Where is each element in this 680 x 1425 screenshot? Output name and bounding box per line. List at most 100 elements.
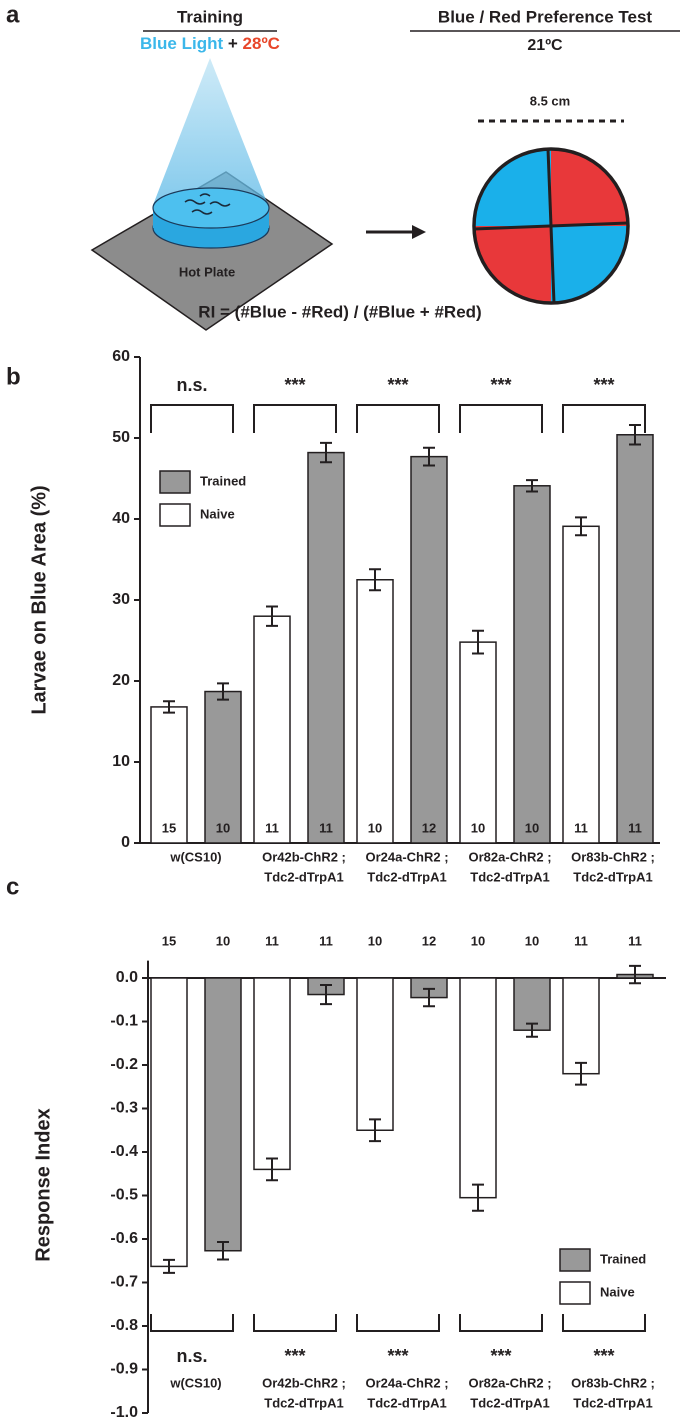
bar	[356, 977, 394, 1131]
y-tick-label: 0.0	[116, 969, 138, 986]
n-label: 10	[216, 820, 230, 835]
bar	[513, 485, 551, 844]
n-label: 11	[265, 820, 279, 835]
panel-letter: a	[6, 1, 20, 28]
n-label: 10	[525, 820, 539, 835]
bar	[253, 615, 291, 844]
panel-letter: c	[6, 873, 19, 900]
bar	[253, 977, 291, 1171]
y-tick-label: 40	[112, 510, 130, 527]
x-tick-label: Tdc2-dTrpA1	[367, 869, 446, 884]
plate-label: Hot Plate	[179, 264, 235, 279]
error-bar	[526, 1022, 538, 1038]
y-tick-label: -1.0	[110, 1404, 138, 1421]
significance-label: n.s.	[176, 1346, 207, 1366]
n-label: 10	[471, 820, 485, 835]
error-bar	[575, 516, 587, 537]
error-bar	[266, 605, 278, 627]
training-condition: Blue Light + 28ºC	[140, 34, 280, 53]
x-tick-label: Or82a-ChR2 ;	[468, 849, 551, 864]
y-tick-label: -0.1	[110, 1013, 138, 1030]
y-axis-title: Response Index	[32, 1108, 54, 1261]
n-label: 10	[216, 933, 230, 948]
temperature-label: 28ºC	[243, 34, 280, 53]
error-bar	[217, 1241, 229, 1261]
y-tick-label: -0.4	[110, 1143, 138, 1160]
plus: +	[228, 34, 238, 53]
error-bar	[629, 964, 641, 985]
significance-label: ***	[593, 1346, 614, 1366]
error-bar	[217, 682, 229, 701]
legend-label: Naive	[600, 1284, 635, 1299]
n-label: 10	[368, 933, 382, 948]
y-tick-label: 50	[112, 429, 130, 446]
legend-label: Trained	[600, 1251, 646, 1266]
y-tick-label: -0.6	[110, 1230, 138, 1247]
significance-label: ***	[387, 1346, 408, 1366]
bar	[562, 977, 600, 1075]
error-bar	[320, 441, 332, 464]
x-tick-label: Or24a-ChR2 ;	[365, 849, 448, 864]
n-label: 11	[574, 933, 588, 948]
bar	[459, 977, 497, 1199]
significance-label: ***	[490, 1346, 511, 1366]
test-temperature: 21ºC	[527, 37, 563, 54]
y-tick-label: -0.7	[110, 1274, 138, 1291]
x-tick-label: Tdc2-dTrpA1	[470, 1395, 549, 1410]
test-title: Blue / Red Preference Test	[438, 7, 652, 26]
significance-bracket	[562, 404, 646, 433]
diameter-label: 8.5 cm	[530, 93, 570, 108]
error-bar	[163, 1258, 175, 1274]
significance-label: ***	[284, 1346, 305, 1366]
quadrant-red	[551, 149, 628, 226]
error-bar	[575, 1061, 587, 1086]
bar	[150, 977, 188, 1268]
light-label: Blue Light	[140, 34, 223, 53]
legend-swatch	[159, 503, 191, 527]
error-bar	[472, 629, 484, 655]
x-tick-label: Tdc2-dTrpA1	[367, 1395, 446, 1410]
error-bar	[629, 424, 641, 446]
x-tick-label: Or42b-ChR2 ;	[262, 849, 346, 864]
x-tick-label: Tdc2-dTrpA1	[573, 1395, 652, 1410]
quadrant-blue	[551, 226, 628, 303]
n-label: 10	[525, 933, 539, 948]
significance-bracket	[253, 1314, 337, 1332]
n-label: 15	[162, 820, 176, 835]
panel-letter: b	[6, 363, 21, 390]
arena	[472, 147, 630, 305]
legend-label: Trained	[200, 473, 246, 488]
training-title: Training	[177, 7, 243, 26]
n-label: 11	[574, 820, 588, 835]
y-tick-label: -0.9	[110, 1361, 138, 1378]
x-tick-label: Or42b-ChR2 ;	[262, 1375, 346, 1390]
y-tick-label: 30	[112, 591, 130, 608]
larvae	[184, 193, 231, 215]
n-label: 11	[628, 933, 642, 948]
significance-bracket	[356, 404, 440, 433]
divider	[473, 221, 629, 231]
significance-bracket	[253, 404, 337, 433]
n-label: 11	[319, 820, 333, 835]
n-label: 11	[319, 933, 333, 948]
significance-bracket	[150, 1314, 234, 1332]
significance-label: ***	[387, 375, 408, 395]
y-tick-label: -0.5	[110, 1187, 138, 1204]
significance-bracket	[459, 1314, 543, 1332]
bar	[459, 641, 497, 844]
error-bar	[369, 1118, 381, 1143]
y-tick-label: 60	[112, 348, 130, 365]
x-tick-label: Tdc2-dTrpA1	[573, 869, 652, 884]
n-label: 15	[162, 933, 176, 948]
legend-swatch	[559, 1248, 591, 1272]
n-label: 11	[628, 820, 642, 835]
error-bar	[163, 700, 175, 714]
error-bar	[266, 1157, 278, 1182]
x-tick-label: Or24a-ChR2 ;	[365, 1375, 448, 1390]
y-tick-label: 20	[112, 672, 130, 689]
x-tick-label: Tdc2-dTrpA1	[264, 1395, 343, 1410]
arrow-head	[412, 225, 426, 239]
bar	[204, 690, 242, 844]
quadrant-red	[474, 226, 551, 303]
